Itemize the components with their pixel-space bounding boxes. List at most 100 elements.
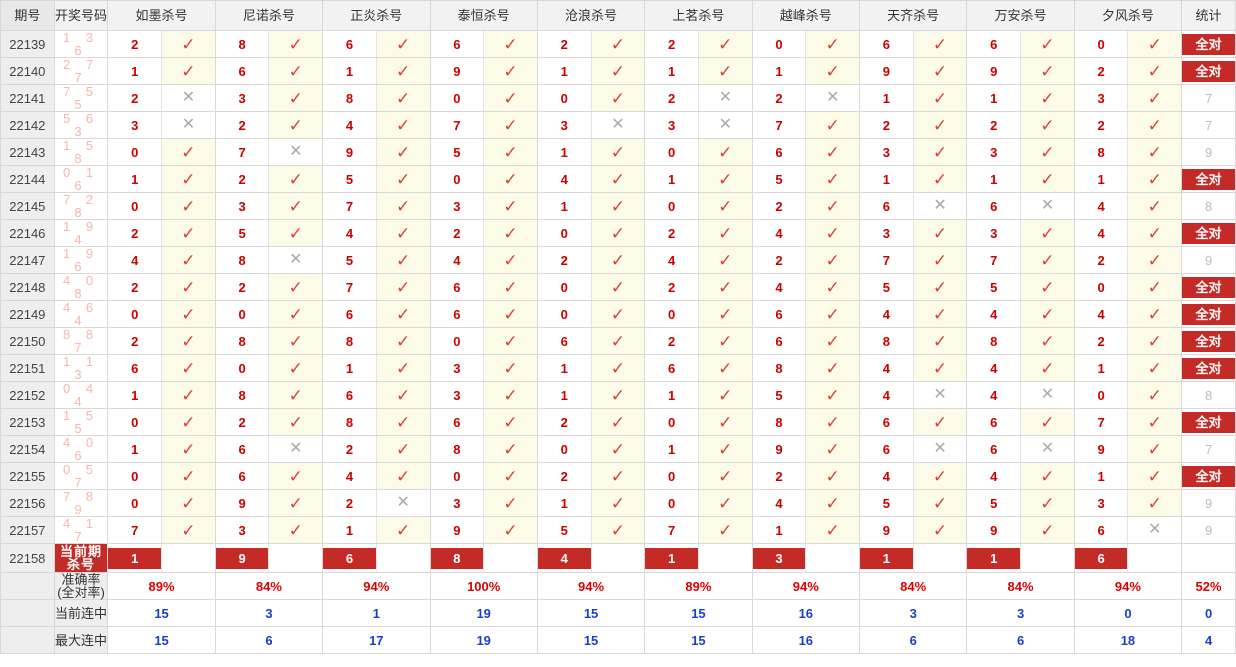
check-icon: ✓ <box>483 462 538 490</box>
check-glyph: ✓ <box>718 169 733 189</box>
check-icon: ✓ <box>697 165 753 193</box>
check-glyph: ✓ <box>932 304 948 324</box>
check-glyph: ✓ <box>718 466 733 486</box>
check-icon: ✓ <box>483 435 538 463</box>
check-glyph: ✓ <box>288 61 303 81</box>
hit-count: 9 <box>1204 495 1213 511</box>
check-icon: ✓ <box>912 462 968 490</box>
kill-number-cell: 6 <box>322 381 377 409</box>
issue-number: 22154 <box>0 435 55 463</box>
streak-cell: 3 <box>214 599 324 627</box>
check-glyph: ✓ <box>610 61 626 81</box>
kill-number-cell: 8 <box>322 408 377 436</box>
accuracy-rate-cell: 94% <box>751 572 861 600</box>
check-glyph: ✓ <box>718 385 733 405</box>
cross-glyph: ✕ <box>933 440 947 457</box>
streak-cell: 6 <box>966 626 1075 654</box>
check-icon: ✓ <box>590 192 646 220</box>
kill-number-cell: 6 <box>214 57 270 85</box>
check-glyph: ✓ <box>610 88 626 108</box>
kill-number-cell: 1 <box>322 516 377 544</box>
check-icon: ✓ <box>805 435 860 463</box>
draw-number: 1 1 3 <box>53 354 109 382</box>
check-glyph: ✓ <box>396 358 411 378</box>
check-icon: ✓ <box>590 138 646 166</box>
kill-number-cell: 2 <box>214 165 270 193</box>
check-icon: ✓ <box>268 381 324 409</box>
check-glyph: ✓ <box>1040 493 1055 513</box>
cross-icon: ✕ <box>1020 435 1075 463</box>
check-icon: ✓ <box>1020 408 1075 436</box>
kill-number-cell: 2 <box>429 219 485 247</box>
check-icon: ✓ <box>483 138 538 166</box>
kill-number-cell: 0 <box>429 462 485 490</box>
check-glyph: ✓ <box>610 439 626 459</box>
check-icon: ✓ <box>161 462 216 490</box>
check-glyph: ✓ <box>181 520 196 540</box>
check-glyph: ✓ <box>932 277 948 297</box>
table-row: 22142 5 6 3 3 ✕ 2 ✓ 4 ✓ 7 ✓ 3 ✕ 3 ✕ 7 ✓ 2 ✓ 2 ✓ 2 ✓ 7 <box>0 111 1236 139</box>
check-icon: ✓ <box>912 57 968 85</box>
check-icon: ✓ <box>590 462 646 490</box>
kill-number-cell: 1 <box>536 381 592 409</box>
check-glyph: ✓ <box>288 169 303 189</box>
kill-number-cell: 0 <box>429 327 485 355</box>
kill-number-cell: 2 <box>644 30 699 58</box>
check-glyph: ✓ <box>1040 304 1055 324</box>
check-icon: ✓ <box>697 516 753 544</box>
issue-number: 22145 <box>0 192 55 220</box>
check-glyph: ✓ <box>503 115 518 135</box>
summary-statistics-cell: 4 <box>1181 626 1236 654</box>
check-glyph: ✓ <box>181 331 196 351</box>
check-icon: ✓ <box>1127 57 1183 85</box>
statistics-cell: 全对 <box>1181 219 1236 247</box>
kill-number-cell: 0 <box>107 462 163 490</box>
kill-number-cell: 4 <box>859 381 914 409</box>
check-glyph: ✓ <box>288 88 303 108</box>
check-icon: ✓ <box>912 111 968 139</box>
check-glyph: ✓ <box>610 520 626 540</box>
kill-number-cell: 1 <box>107 381 163 409</box>
check-glyph: ✓ <box>181 304 196 324</box>
kill-number-cell: 1 <box>107 165 163 193</box>
check-glyph: ✓ <box>1040 34 1055 54</box>
statistics-cell: 9 <box>1181 489 1236 517</box>
streak-cell: 17 <box>322 626 431 654</box>
kill-number-cell: 0 <box>107 300 163 328</box>
statistics-cell: 7 <box>1181 435 1236 463</box>
cross-icon: ✕ <box>268 435 324 463</box>
check-icon: ✓ <box>375 84 431 112</box>
check-glyph: ✓ <box>825 277 840 297</box>
kill-number-cell: 1 <box>107 435 163 463</box>
check-icon: ✓ <box>375 462 431 490</box>
kill-number-cell: 1 <box>322 57 377 85</box>
cross-icon: ✕ <box>161 84 216 112</box>
check-icon: ✓ <box>805 354 860 382</box>
kill-number-cell: 4 <box>966 462 1022 490</box>
status-badge: 全对 <box>1182 33 1235 55</box>
check-icon: ✓ <box>912 30 968 58</box>
check-glyph: ✓ <box>1040 520 1055 540</box>
draw-number: 1 9 6 <box>53 246 109 274</box>
check-icon: ✓ <box>590 57 646 85</box>
check-glyph: ✓ <box>610 142 626 162</box>
current-kill-chip: 6 <box>323 547 376 569</box>
current-statistics-cell <box>1181 543 1236 573</box>
draw-number: 0 4 4 <box>53 381 109 409</box>
draw-number: 7 8 9 <box>53 489 109 517</box>
statistics-cell: 全对 <box>1181 354 1236 382</box>
current-kill-chip: 1 <box>860 547 913 569</box>
kill-number-cell: 3 <box>1073 84 1129 112</box>
check-icon: ✓ <box>161 165 216 193</box>
check-icon: ✓ <box>590 273 646 301</box>
check-glyph: ✓ <box>718 61 733 81</box>
kill-number-cell: 2 <box>644 327 699 355</box>
check-icon: ✓ <box>697 192 753 220</box>
check-glyph: ✓ <box>932 88 948 108</box>
check-icon: ✓ <box>697 381 753 409</box>
kill-number-cell: 2 <box>644 219 699 247</box>
accuracy-rate-cell: 94% <box>1073 572 1183 600</box>
kill-number-cell: 2 <box>107 30 163 58</box>
header-expert-9: 夕风杀号 <box>1073 0 1183 31</box>
check-icon: ✓ <box>375 300 431 328</box>
